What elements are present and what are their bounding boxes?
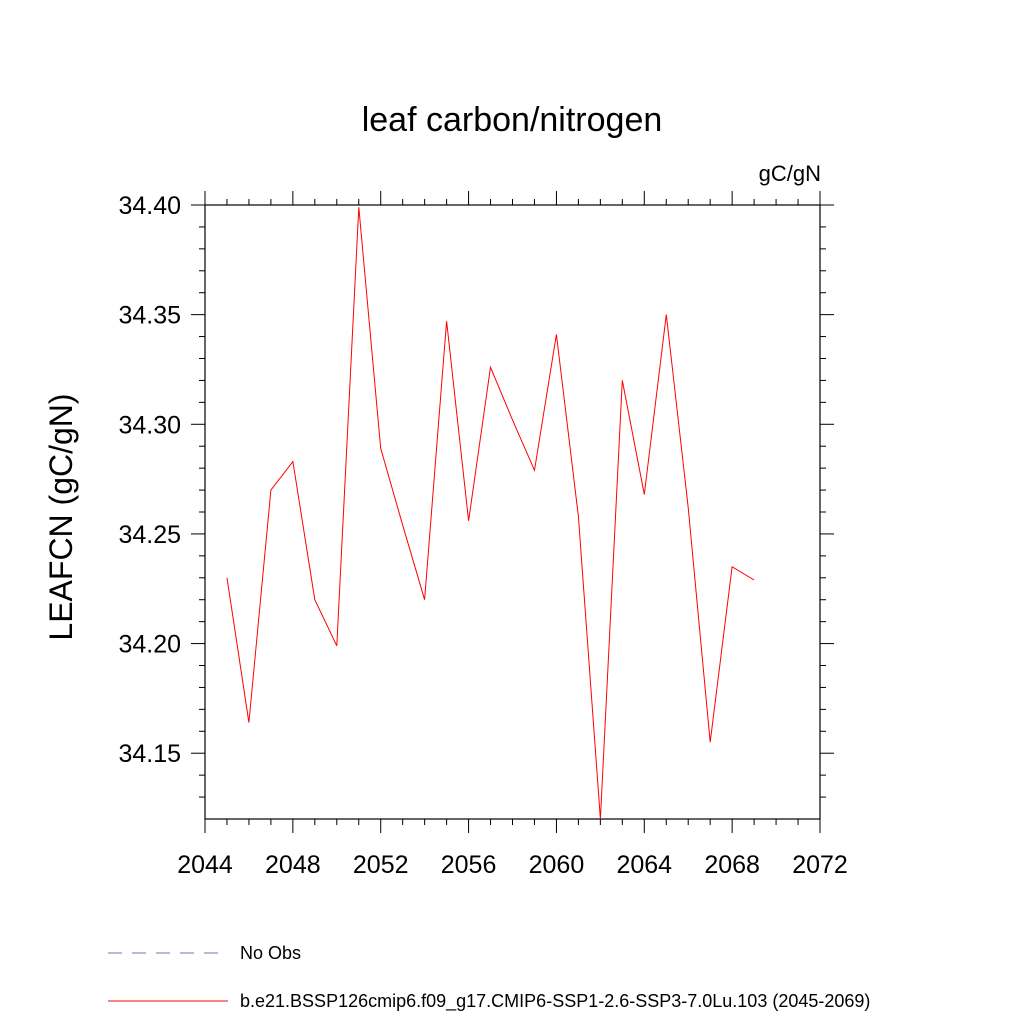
series-line <box>226 207 755 820</box>
y-axis-label: LEAFCN (gC/gN) <box>43 393 79 640</box>
x-tick-label: 2056 <box>441 851 497 879</box>
legend-label: b.e21.BSSP126cmip6.f09_g17.CMIP6-SSP1-2.… <box>240 991 870 1012</box>
x-tick-label: 2072 <box>792 851 848 879</box>
y-tick-label: 34.20 <box>118 631 181 659</box>
chart-title: leaf carbon/nitrogen <box>362 101 663 139</box>
x-tick-label: 2052 <box>353 851 409 879</box>
y-tick-label: 34.15 <box>118 740 181 768</box>
plot-frame <box>204 204 821 820</box>
legend: No Obs b.e21.BSSP126cmip6.f09_g17.CMIP6-S… <box>108 943 870 1012</box>
x-tick-label: 2048 <box>265 851 321 879</box>
legend-label: No Obs <box>240 943 301 963</box>
units-label: gC/gN <box>759 161 821 186</box>
x-tick-label: 2068 <box>704 851 760 879</box>
plot-series <box>226 207 755 820</box>
y-tick-label: 34.25 <box>118 521 181 549</box>
x-tick-label: 2064 <box>616 851 672 879</box>
y-tick-labels: 34.15 34.20 34.25 34.30 34.35 34.40 <box>118 192 181 768</box>
x-tick-labels: 2044 2048 2052 2056 2060 2064 2068 2072 <box>177 851 848 879</box>
y-tick-label: 34.35 <box>118 302 181 330</box>
x-tick-label: 2044 <box>177 851 233 879</box>
y-tick-label: 34.40 <box>118 192 181 220</box>
x-tick-label: 2060 <box>529 851 585 879</box>
axis-ticks <box>191 191 834 833</box>
y-tick-label: 34.30 <box>118 411 181 439</box>
